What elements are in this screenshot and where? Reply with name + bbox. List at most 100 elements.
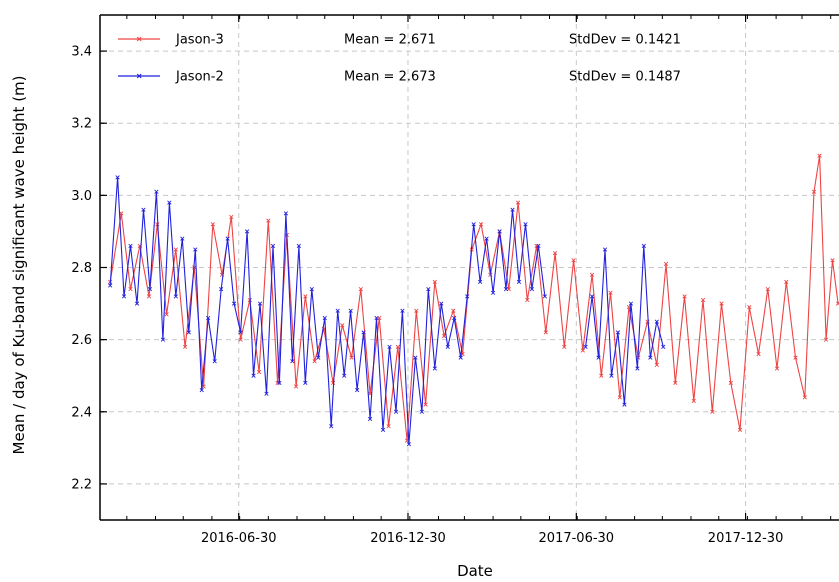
tick-layer: 2.2 2.4 2.6 2.8 3.0 3.2 3.4 2016-06-30 2016-12-3…	[71, 15, 832, 546]
data-point	[115, 175, 120, 180]
data-point	[423, 402, 428, 407]
data-point	[648, 355, 653, 360]
data-point	[478, 279, 483, 285]
data-point	[543, 330, 548, 335]
data-point	[589, 272, 595, 277]
data-point	[264, 391, 269, 396]
legend-stddev: StdDev = 0.1487	[569, 70, 681, 85]
legend-stddev: StdDev = 0.1421	[569, 33, 681, 48]
data-point	[571, 258, 576, 263]
data-point	[737, 427, 743, 432]
y-tick-label: 2.4	[71, 405, 92, 420]
data-point	[465, 294, 470, 299]
data-point	[562, 344, 567, 349]
data-point	[756, 351, 761, 357]
x-axis-label: Date	[457, 562, 493, 580]
data-point	[182, 344, 188, 349]
data-point	[536, 243, 541, 248]
data-point	[414, 308, 419, 313]
data-point	[141, 207, 146, 212]
data-point	[617, 395, 622, 400]
data-point	[186, 330, 191, 335]
data-point	[266, 218, 271, 223]
data-point	[270, 243, 276, 248]
y-tick-label: 2.2	[71, 477, 92, 492]
data-point	[316, 355, 321, 360]
data-point	[257, 301, 263, 306]
data-point	[164, 312, 169, 317]
data-point	[419, 409, 424, 414]
data-point	[251, 373, 256, 378]
data-point	[121, 294, 127, 299]
data-point	[312, 359, 317, 364]
series-layer	[108, 153, 839, 447]
data-point	[445, 344, 450, 349]
data-point	[609, 373, 614, 378]
data-point	[335, 308, 340, 313]
data-point	[277, 380, 282, 386]
data-point	[691, 398, 696, 404]
data-point	[128, 287, 133, 292]
data-point	[622, 402, 627, 407]
data-point	[212, 359, 217, 364]
legend-marker	[136, 73, 142, 79]
data-point	[515, 200, 521, 205]
legend-entry-jason-3: Jason-3 Mean = 2.671 StdDev = 0.1421	[118, 33, 681, 48]
legend-series-name: Jason-3	[175, 33, 224, 48]
data-point	[367, 416, 373, 422]
data-point	[108, 283, 113, 288]
legend-marker	[136, 36, 142, 42]
data-point	[322, 315, 327, 321]
data-point	[811, 189, 817, 194]
data-point	[309, 287, 314, 292]
series-jason-3	[108, 153, 839, 443]
data-point	[765, 287, 770, 292]
data-point	[516, 279, 522, 285]
data-point	[231, 301, 237, 306]
data-point	[602, 247, 608, 252]
data-point	[173, 247, 178, 252]
data-point	[229, 214, 234, 220]
data-point	[747, 305, 752, 310]
data-point	[199, 388, 204, 393]
data-point	[426, 287, 431, 292]
data-point	[147, 287, 153, 292]
data-point	[283, 211, 289, 216]
data-point	[784, 279, 789, 285]
data-point	[589, 294, 595, 299]
data-point	[451, 308, 456, 313]
data-point	[256, 369, 262, 375]
data-point	[329, 424, 334, 429]
data-point	[817, 153, 822, 158]
data-point	[386, 424, 391, 429]
data-point	[238, 330, 243, 335]
data-point	[193, 247, 198, 252]
data-point	[225, 236, 230, 241]
series-jason-2	[108, 175, 666, 447]
data-point	[238, 337, 243, 342]
data-point	[296, 243, 301, 248]
data-point	[523, 222, 528, 227]
data-point	[244, 229, 250, 234]
data-point	[128, 243, 133, 248]
data-point	[348, 308, 353, 313]
data-point	[393, 409, 399, 414]
y-tick-label: 3.0	[71, 189, 92, 204]
data-point	[219, 287, 224, 292]
data-point	[490, 290, 496, 295]
data-point	[802, 395, 807, 400]
data-point	[835, 301, 839, 306]
data-point	[293, 384, 299, 389]
data-point	[580, 348, 585, 353]
data-point	[146, 294, 152, 299]
data-point	[387, 344, 392, 349]
data-point	[173, 294, 178, 299]
data-point	[552, 250, 558, 256]
legend: Jason-3 Mean = 2.671 StdDev = 0.1421Jason-…	[118, 33, 681, 85]
data-point	[654, 362, 659, 368]
data-point	[793, 355, 798, 360]
x-tick-label: 2016-12-30	[370, 531, 446, 546]
data-point	[615, 330, 621, 335]
